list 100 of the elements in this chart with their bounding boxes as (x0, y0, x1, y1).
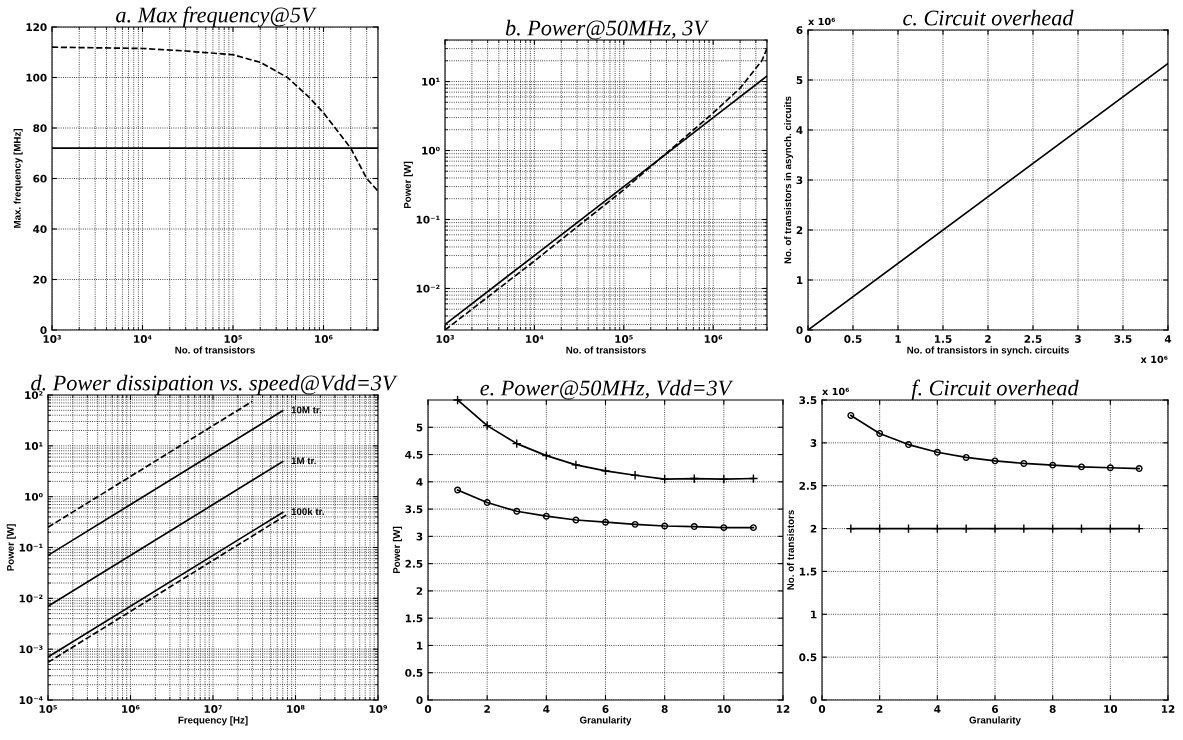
point (571, 460, 581, 470)
point (483, 499, 491, 507)
point (876, 429, 884, 437)
point (847, 411, 855, 419)
x-tick-label: 10⁵ (224, 335, 242, 343)
y-axis-title: Max. frequency [MHz] (13, 129, 23, 228)
y-tick-label: 100 (26, 73, 47, 82)
x-tick-label: 10 (1104, 705, 1118, 713)
x-tick-label: 3 (1075, 335, 1081, 343)
point (1049, 461, 1057, 469)
y-tick-label: 0 (416, 696, 423, 705)
chart-title: f. Circuit overhead (911, 379, 1079, 400)
x-tick-label: 10⁵ (39, 705, 57, 713)
y-tick-label: 6 (796, 26, 803, 35)
y-tick-label: 1 (811, 610, 817, 619)
y-tick-label: 40 (33, 225, 47, 234)
y-tick-label: 10⁻¹ (416, 215, 440, 224)
x-axis-title: No. of transistors in synch. circuits (907, 346, 1069, 356)
text: x 10⁶ (1140, 355, 1168, 364)
y-axis-title: Power [W] (6, 524, 16, 571)
x-tick-label: 10⁸ (287, 705, 305, 713)
text: x 10⁶ (822, 387, 850, 396)
x-tick-label: 10⁴ (134, 335, 152, 343)
y-tick-label: 80 (33, 124, 47, 133)
y-tick-label: 10⁰ (25, 492, 43, 501)
y-tick-label: 5 (796, 76, 803, 85)
y-tick-label: 0.5 (799, 653, 817, 662)
y-tick-label: 3 (810, 439, 817, 447)
chart-title: a. Max frequency@5V (116, 6, 317, 27)
x-axis-title: No. of transistors (566, 346, 646, 354)
x-tick-label: 10⁶ (704, 335, 723, 343)
y-axis-title: No. of transistors in asynch. circuits (784, 96, 794, 264)
x-tick-label: 10⁷ (204, 705, 222, 713)
x-tick-label: 4 (1164, 335, 1172, 343)
series-label: 100k tr. (291, 507, 324, 516)
x-tick-label: 10⁶ (122, 705, 140, 713)
x-axis-title: Frequency [Hz] (178, 716, 248, 726)
x-tick-label: 12 (776, 705, 790, 713)
point (454, 486, 462, 494)
point (1018, 523, 1029, 534)
y-tick-label: 1.5 (799, 567, 817, 576)
y-tick-label: 4.5 (405, 450, 423, 459)
y-tick-label: 60 (33, 174, 47, 183)
y-tick-label: 10⁻⁴ (19, 696, 43, 705)
x-tick-label: 10⁴ (526, 335, 544, 343)
x-tick-label: 10⁵ (615, 335, 633, 343)
point (933, 448, 941, 456)
point (718, 474, 729, 484)
point (1134, 523, 1145, 534)
y-tick-label: 10⁻² (19, 594, 43, 603)
y-tick-label: 3.5 (799, 396, 817, 405)
y-tick-label: 5 (416, 423, 423, 432)
point (962, 453, 970, 461)
chart-title: e. Power@50MHz, Vdd=3V (480, 379, 734, 400)
point (631, 520, 639, 528)
x-tick-label: 0 (818, 705, 826, 713)
point (602, 518, 609, 526)
y-tick-label: 2.5 (799, 481, 817, 490)
x-tick-label: 10⁶ (315, 335, 333, 343)
point (1106, 464, 1114, 472)
y-tick-label: 0 (810, 696, 817, 705)
point (991, 457, 999, 465)
x-tick-label: 1 (895, 335, 901, 343)
x-tick-label: 10⁹ (369, 705, 388, 713)
y-tick-label: 3 (416, 532, 423, 541)
y-tick-label: 10¹ (25, 442, 43, 450)
y-axis-title: Power [W] (392, 526, 402, 574)
point (749, 524, 757, 532)
x-tick-label: 0.5 (844, 335, 862, 343)
y-tick-label: 2 (810, 524, 817, 533)
y-tick-label: 3 (796, 176, 803, 185)
point (1020, 459, 1028, 467)
series-label: 1M tr. (291, 457, 316, 465)
x-tick-label: 6 (992, 705, 999, 713)
y-tick-label: 1 (797, 276, 803, 284)
x-axis-title: Granularity (579, 716, 632, 726)
x-tick-label: 4 (543, 705, 550, 713)
point (905, 441, 912, 449)
y-tick-label: 20 (33, 275, 47, 284)
x-tick-label: 10 (717, 705, 731, 713)
point (1135, 465, 1143, 473)
y-tick-label: 2 (796, 226, 803, 234)
chart-title: c. Circuit overhead (903, 9, 1074, 26)
x-tick-label: 6 (602, 705, 609, 713)
point (1078, 463, 1085, 471)
y-axis-title: No. of transistors (786, 510, 794, 590)
x-tick-label: 1.5 (934, 335, 952, 343)
point (513, 507, 521, 515)
legend-label: 10M tr. (291, 406, 322, 414)
y-tick-label: 2 (416, 587, 423, 595)
x-tick-label: 2.5 (1024, 335, 1042, 343)
y-tick-label: 10⁻² (416, 284, 440, 293)
point (845, 523, 856, 534)
point (720, 524, 728, 532)
y-tick-label: 1.5 (405, 614, 423, 623)
y-tick-label: 10⁰ (422, 146, 440, 155)
x-tick-label: 8 (661, 705, 668, 713)
y-tick-label: 1 (417, 641, 423, 650)
y-tick-label: 4 (416, 478, 423, 486)
y-tick-label: 10² (25, 391, 43, 400)
